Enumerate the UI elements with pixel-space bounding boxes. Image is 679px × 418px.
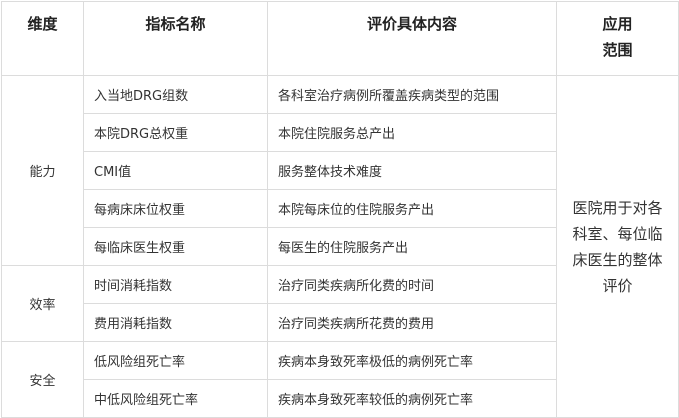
table-row: CMI值 服务整体技术难度 <box>2 151 679 190</box>
indicator-name: 每临床医生权重 <box>83 227 268 266</box>
table-row: 能力 入当地DRG组数 各科室治疗病例所覆盖疾病类型的范围 医院用于对各科室、每… <box>1 75 679 418</box>
indicator-name: 费用消耗指数 <box>83 303 268 342</box>
table-row: 效率 时间消耗指数 治疗同类疾病所化费的时间 <box>1 265 679 342</box>
indicator-content: 疾病本身致死率极低的病例死亡率 <box>267 341 557 380</box>
indicator-content: 治疗同类疾病所化费的时间 <box>267 265 557 304</box>
header-scope: 应用 范围 <box>556 1 679 76</box>
indicator-content: 本院每床位的住院服务产出 <box>267 189 557 228</box>
indicator-name: 每病床床位权重 <box>83 189 268 228</box>
indicator-name: 时间消耗指数 <box>83 265 268 304</box>
indicator-content: 每医生的住院服务产出 <box>267 227 557 266</box>
indicator-name: 中低风险组死亡率 <box>83 379 268 418</box>
dimension-cell: 效率 <box>1 265 84 342</box>
dimension-cell: 能力 <box>1 75 84 266</box>
indicator-name: 入当地DRG组数 <box>83 75 268 114</box>
table-row: 每临床医生权重 每医生的住院服务产出 <box>2 227 679 266</box>
indicator-name: CMI值 <box>83 151 268 190</box>
indicator-name: 本院DRG总权重 <box>83 113 268 152</box>
scope-cell: 医院用于对各科室、每位临床医生的整体评价 <box>556 75 679 418</box>
header-name: 指标名称 <box>83 1 268 76</box>
indicator-content: 各科室治疗病例所覆盖疾病类型的范围 <box>267 75 557 114</box>
indicator-content: 服务整体技术难度 <box>267 151 557 190</box>
table-row: 每病床床位权重 本院每床位的住院服务产出 <box>2 189 679 228</box>
header-row: 维度 指标名称 评价具体内容 应用范围 <box>1 1 679 76</box>
indicator-content: 本院住院服务总产出 <box>267 113 557 152</box>
header-scope-line2: 范围 <box>602 41 633 59</box>
dimension-cell: 安全 <box>1 341 84 418</box>
indicator-name: 低风险组死亡率 <box>83 341 268 380</box>
table-row: 本院DRG总权重 本院住院服务总产出 <box>2 113 679 152</box>
table-row: 中低风险组死亡率 疾病本身致死率较低的病例死亡率 <box>2 379 679 418</box>
header-dimension: 维度 <box>1 1 84 76</box>
header-scope-line1: 应用 <box>602 15 633 33</box>
indicator-content: 疾病本身致死率较低的病例死亡率 <box>267 379 557 418</box>
indicator-content: 治疗同类疾病所花费的费用 <box>267 303 557 342</box>
table-row: 安全 低风险组死亡率 疾病本身致死率极低的病例死亡率 <box>1 341 679 418</box>
header-content: 评价具体内容 <box>267 1 557 76</box>
table-row: 费用消耗指数 治疗同类疾病所花费的费用 <box>2 303 679 342</box>
